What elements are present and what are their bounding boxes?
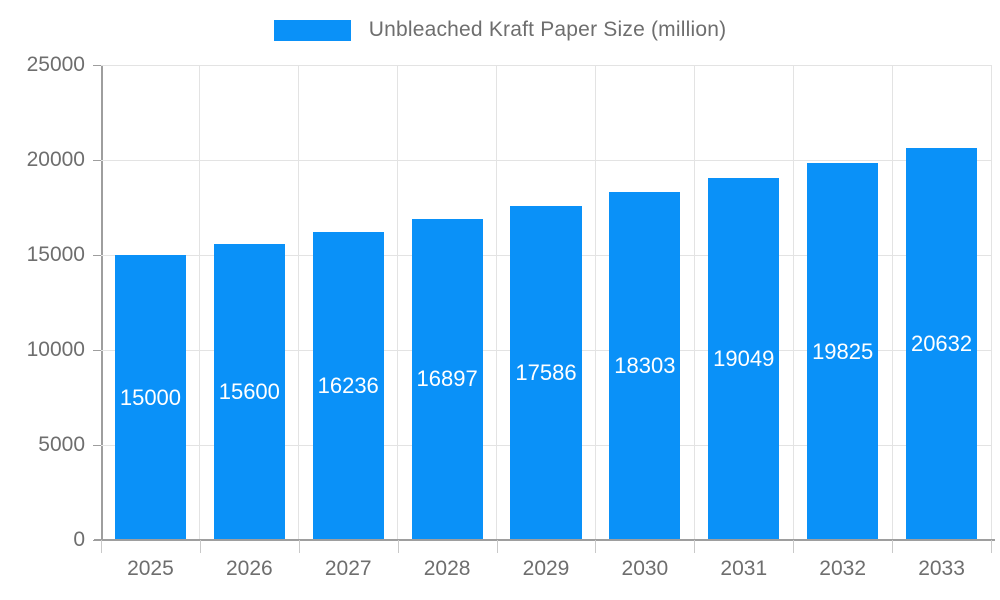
x-axis-tick-label: 2027 <box>324 557 372 580</box>
legend-item[interactable]: Unbleached Kraft Paper Size (million) <box>0 18 1000 42</box>
y-gridline <box>101 159 991 161</box>
legend-swatch <box>273 19 351 41</box>
x-axis-tick <box>595 540 597 553</box>
x-gridline <box>891 65 893 540</box>
y-axis-tick <box>93 65 101 66</box>
x-axis-tick-label: 2032 <box>819 557 867 580</box>
bar-value-label: 19049 <box>713 346 775 372</box>
bar-2028: 16897 <box>411 218 483 540</box>
x-axis-line <box>94 539 995 541</box>
x-axis-tick-label: 2033 <box>918 557 965 580</box>
bar-2032: 19825 <box>807 163 879 540</box>
x-axis-tick <box>101 540 102 553</box>
bar-value-label: 16897 <box>416 366 478 392</box>
x-gridline <box>693 65 695 540</box>
x-gridline <box>199 65 201 540</box>
x-axis-tick <box>991 540 992 553</box>
x-gridline <box>397 65 399 540</box>
x-gridline <box>792 65 794 540</box>
bar-2025: 15000 <box>114 255 187 540</box>
x-axis-tick-label: 2030 <box>621 557 669 580</box>
x-axis-tick-label: 2025 <box>127 557 174 580</box>
bar-2029: 17586 <box>510 205 582 540</box>
plot-area: 15000 15600 16236 16897 17586 18303 19049 19825… <box>101 64 992 540</box>
x-axis-tick-label: 2031 <box>720 557 768 580</box>
y-axis-tick-label: 10000 <box>26 338 85 361</box>
y-axis-tick-label: 0 <box>73 528 85 551</box>
x-axis-tick <box>298 540 300 553</box>
x-axis-tick-label: 2029 <box>522 557 570 580</box>
y-axis-tick-label: 15000 <box>26 243 85 266</box>
legend-label: Unbleached Kraft Paper Size (million) <box>368 18 727 41</box>
y-axis-tick <box>93 350 101 351</box>
bar-2027: 16236 <box>312 231 384 540</box>
y-axis-tick-label: 25000 <box>26 53 85 76</box>
x-gridline <box>990 65 992 540</box>
x-axis-tick <box>694 540 696 553</box>
x-axis-tick <box>892 540 894 553</box>
y-axis-tick <box>93 540 101 541</box>
y-axis-tick <box>93 445 101 446</box>
bar-value-label: 18303 <box>614 353 676 379</box>
bar-value-label: 15000 <box>119 384 182 410</box>
bar-2031: 19049 <box>708 178 780 540</box>
y-axis-tick <box>93 255 101 256</box>
y-gridline <box>101 64 991 66</box>
bar-value-label: 20632 <box>910 331 973 356</box>
bar-2033: 20632 <box>905 148 978 540</box>
x-gridline <box>298 65 300 540</box>
y-axis-tick-label: 20000 <box>26 148 85 171</box>
x-axis-tick-label: 2028 <box>423 557 471 580</box>
x-axis-tick-label: 2026 <box>225 557 273 580</box>
bar-value-label: 16236 <box>317 372 379 398</box>
bar-2026: 15600 <box>213 243 285 540</box>
bar-value-label: 17586 <box>515 359 577 385</box>
bar-value-label: 15600 <box>218 378 280 404</box>
bar-value-label: 19825 <box>812 338 874 364</box>
x-gridline <box>594 65 596 540</box>
bar-2030: 18303 <box>609 192 681 540</box>
y-axis-tick-label: 5000 <box>38 433 85 456</box>
y-axis-line <box>101 65 103 540</box>
y-axis-tick <box>93 160 101 161</box>
x-axis-tick <box>397 540 399 553</box>
x-gridline <box>496 65 498 540</box>
x-axis-tick <box>793 540 795 553</box>
x-axis-tick <box>496 540 498 553</box>
x-axis-tick <box>199 540 201 553</box>
